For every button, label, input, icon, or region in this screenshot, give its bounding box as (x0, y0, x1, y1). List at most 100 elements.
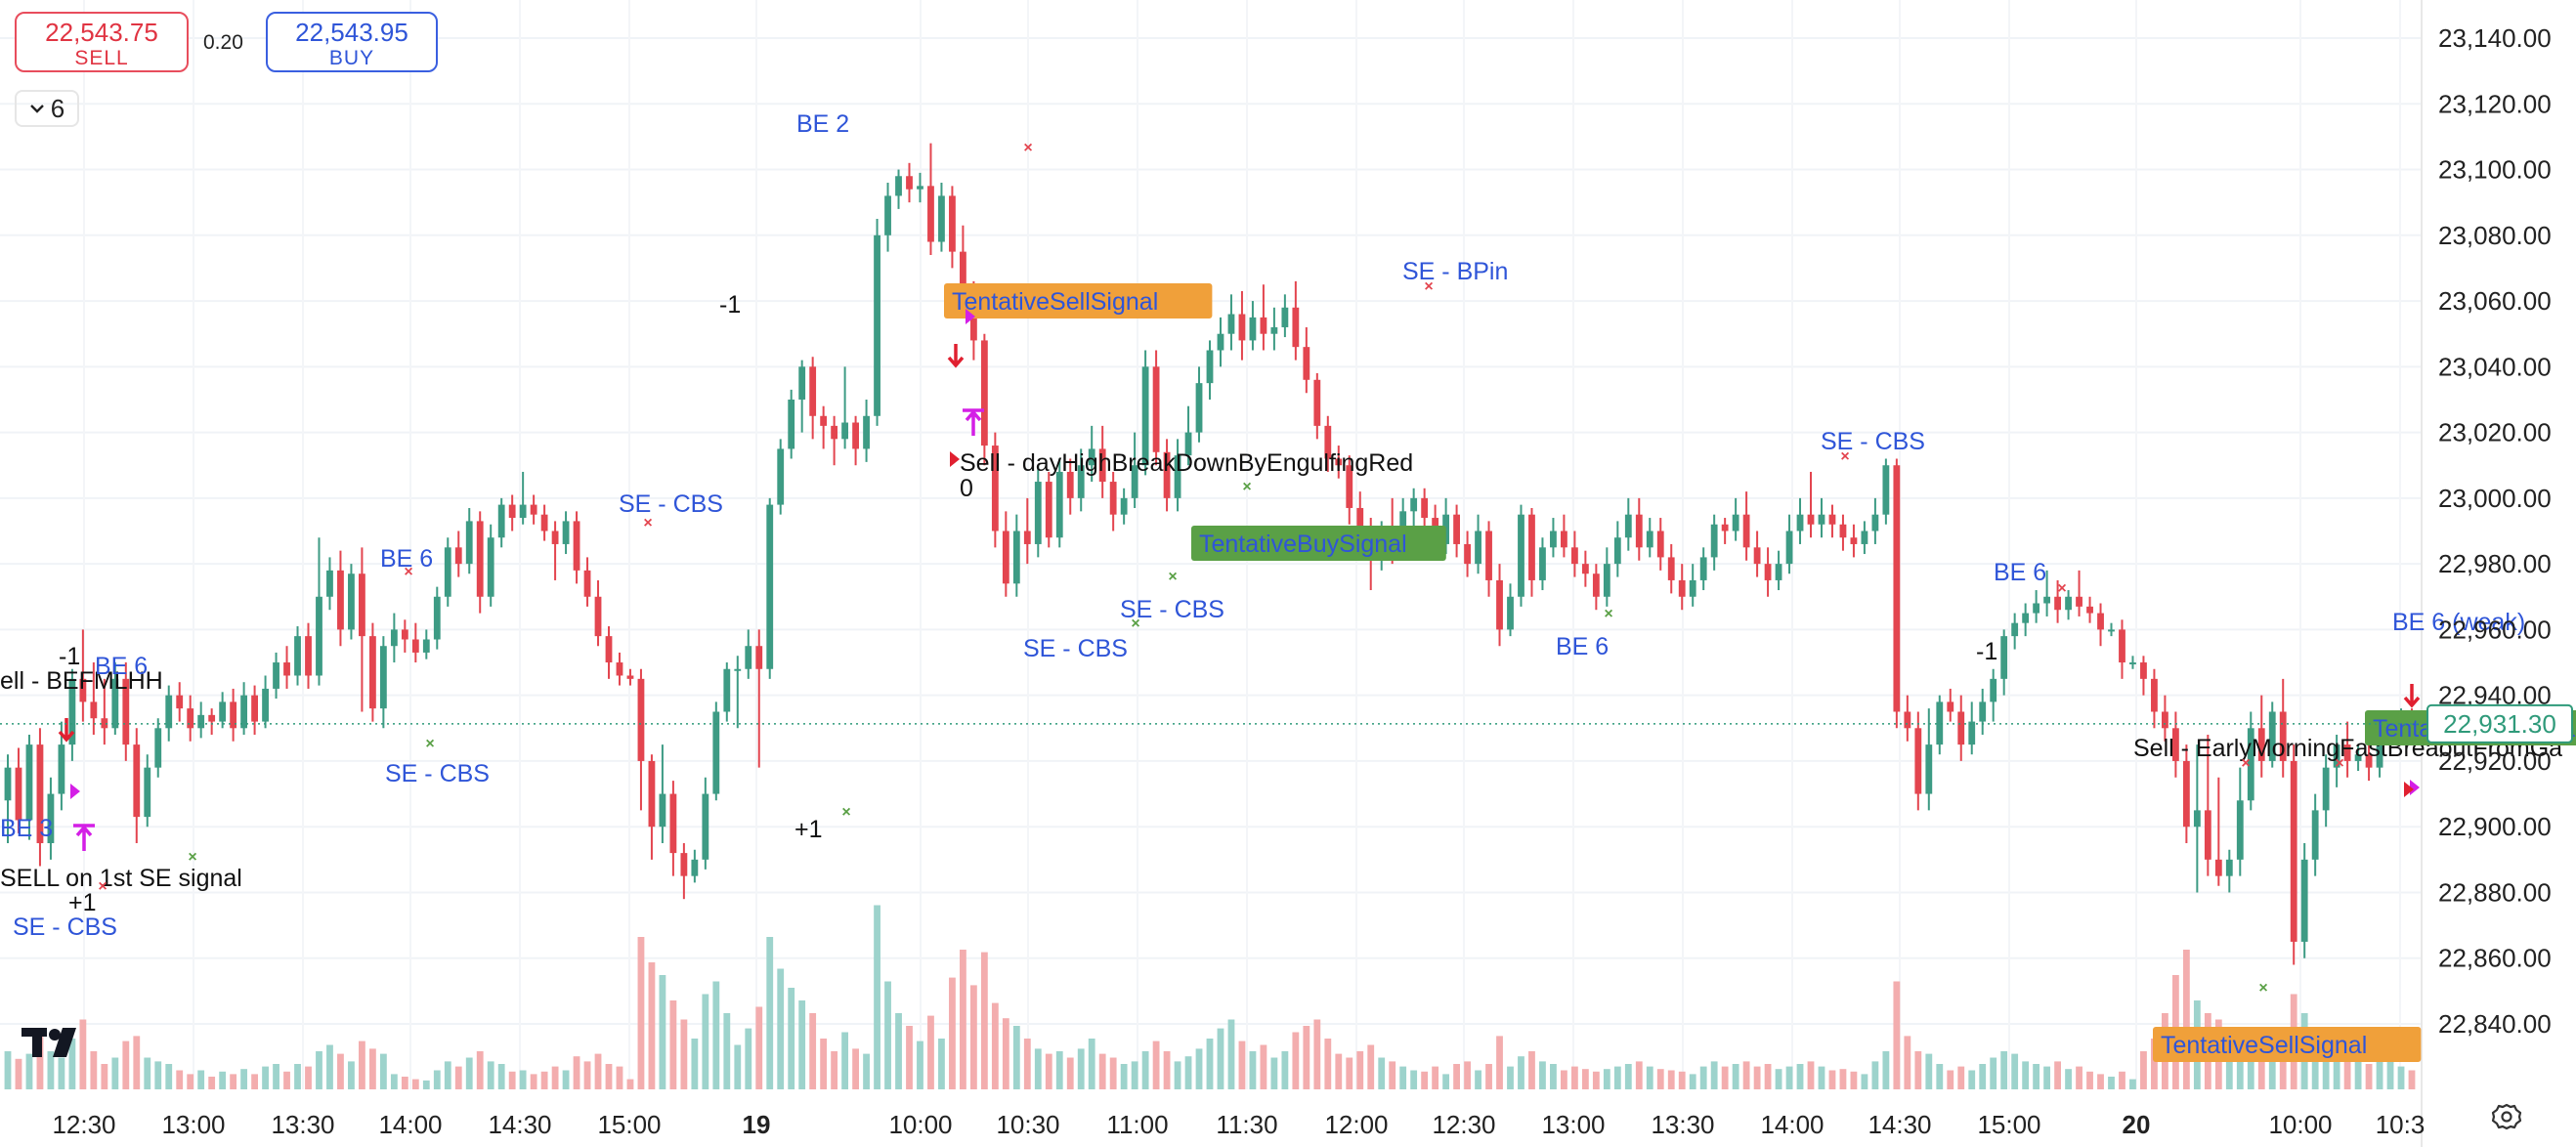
candle-body (1066, 471, 1074, 498)
volume-bar (1528, 1051, 1535, 1089)
volume-bar (454, 1066, 462, 1089)
candle-body (1882, 465, 1890, 515)
volume-bar (1324, 1039, 1332, 1089)
annotation-label: BE 3 (0, 815, 53, 842)
volume-bar (626, 1079, 634, 1089)
gear-icon[interactable] (2490, 1102, 2523, 1135)
volume-bar (2097, 1074, 2104, 1089)
signal-cross-icon: × (1840, 448, 1849, 465)
candle-body (111, 678, 119, 729)
candle-body (1678, 579, 1686, 597)
annotation-label: SE - CBS (385, 760, 490, 787)
volume-bar (1539, 1061, 1546, 1089)
candle-body (1656, 531, 1664, 558)
volume-bar (2043, 1066, 2051, 1089)
time-axis[interactable]: 12:30 13:00 13:30 14:00 14:30 15:00 19 10:00 10:… (52, 1110, 2425, 1139)
signal-cross-icon: × (188, 849, 196, 866)
candle-body (1238, 314, 1246, 341)
candle-body (530, 504, 537, 515)
volume-bar (1174, 1061, 1181, 1089)
buy-price: 22,543.95 (295, 18, 408, 47)
volume-bar (980, 952, 988, 1089)
candle-body (605, 636, 613, 663)
candle-body (691, 859, 699, 876)
candle-body (15, 767, 22, 821)
candle-body (1356, 507, 1364, 531)
volume-bar (1893, 981, 1901, 1089)
volume-bar (1270, 1057, 1278, 1089)
volume-bar (1163, 1051, 1171, 1089)
volume-bar (1667, 1070, 1675, 1089)
candle-body (47, 793, 55, 844)
volume-bar (326, 1044, 333, 1089)
volume-bar (594, 1053, 602, 1089)
buy-button[interactable]: 22,543.95 BUY (266, 12, 438, 72)
volume-bar (2182, 950, 2190, 1089)
candle-body (294, 636, 301, 676)
volume-bar (2140, 1051, 2147, 1089)
candle-body (1002, 531, 1009, 584)
volume-bar (1570, 1066, 1578, 1089)
sell-button[interactable]: 22,543.75 SELL (15, 12, 189, 72)
volume-bar (1775, 1069, 1782, 1089)
volume-bar (917, 1041, 923, 1089)
volume-bar (1753, 1066, 1761, 1089)
volume-bar (1904, 1036, 1911, 1089)
volume-bar (1066, 1057, 1074, 1089)
volume-bar (1432, 1066, 1439, 1089)
candle-body (562, 521, 570, 544)
volume-bar (712, 981, 720, 1089)
price-axis[interactable]: 23,140.00 23,120.00 23,100.00 23,080.00 23,0… (2438, 23, 2552, 1039)
time-tick-label: 10:3 (2376, 1110, 2426, 1139)
volume-bar (1206, 1039, 1214, 1089)
tradingview-logo[interactable] (21, 1026, 86, 1061)
candle-body (626, 675, 634, 679)
time-tick-label: 12:00 (1324, 1110, 1388, 1139)
candle-body (1775, 564, 1782, 580)
volume-bar (230, 1074, 237, 1089)
candle-body (906, 176, 913, 190)
volume-bar (433, 1070, 441, 1089)
volume-bar (1109, 1057, 1117, 1089)
candle-body (2376, 744, 2383, 768)
candle-body (594, 596, 602, 637)
candle-body (680, 853, 688, 876)
volume-bar (874, 905, 880, 1089)
candle-body (1496, 579, 1503, 630)
volume-bar (2322, 1051, 2330, 1089)
volume-bar (1453, 1064, 1460, 1089)
annotation-label: BE 6 (95, 653, 148, 680)
volume-bar (2054, 1061, 2061, 1089)
candle-body (1581, 564, 1589, 574)
volume-bar (1850, 1071, 1858, 1089)
candle-body (2097, 613, 2104, 630)
annotation-label: SE - CBS (1120, 596, 1224, 623)
candle-body (1055, 471, 1063, 538)
volume-bar (519, 1070, 527, 1089)
volume-bar (36, 1032, 44, 1089)
signal-cross-icon: × (1424, 278, 1433, 295)
volume-bar (551, 1066, 559, 1089)
price-tick-label: 23,140.00 (2438, 23, 2552, 53)
candle-body (305, 636, 312, 676)
candle-body (2171, 728, 2179, 761)
volume-bar (1550, 1064, 1557, 1089)
volume-bar (648, 962, 656, 1089)
candle-body (497, 504, 505, 538)
volume-bar (680, 1019, 688, 1089)
interval-toggle[interactable]: 6 (15, 90, 79, 127)
annotation-label: 0 (960, 475, 973, 502)
candle-body (1635, 514, 1643, 548)
volume-bar (1410, 1070, 1418, 1089)
candle-body (820, 415, 828, 426)
volume-bar (1592, 1071, 1600, 1089)
volume-bar (1184, 1056, 1192, 1089)
volume-bar (1861, 1074, 1868, 1089)
volume-bar (2119, 1071, 2125, 1089)
volume-bar (58, 1057, 65, 1089)
price-tick-label: 22,980.00 (2438, 549, 2552, 578)
signal-cross-icon: × (1131, 616, 1139, 632)
volume-bar (1002, 1018, 1009, 1089)
annotation-label: BE 6 (1556, 633, 1609, 660)
